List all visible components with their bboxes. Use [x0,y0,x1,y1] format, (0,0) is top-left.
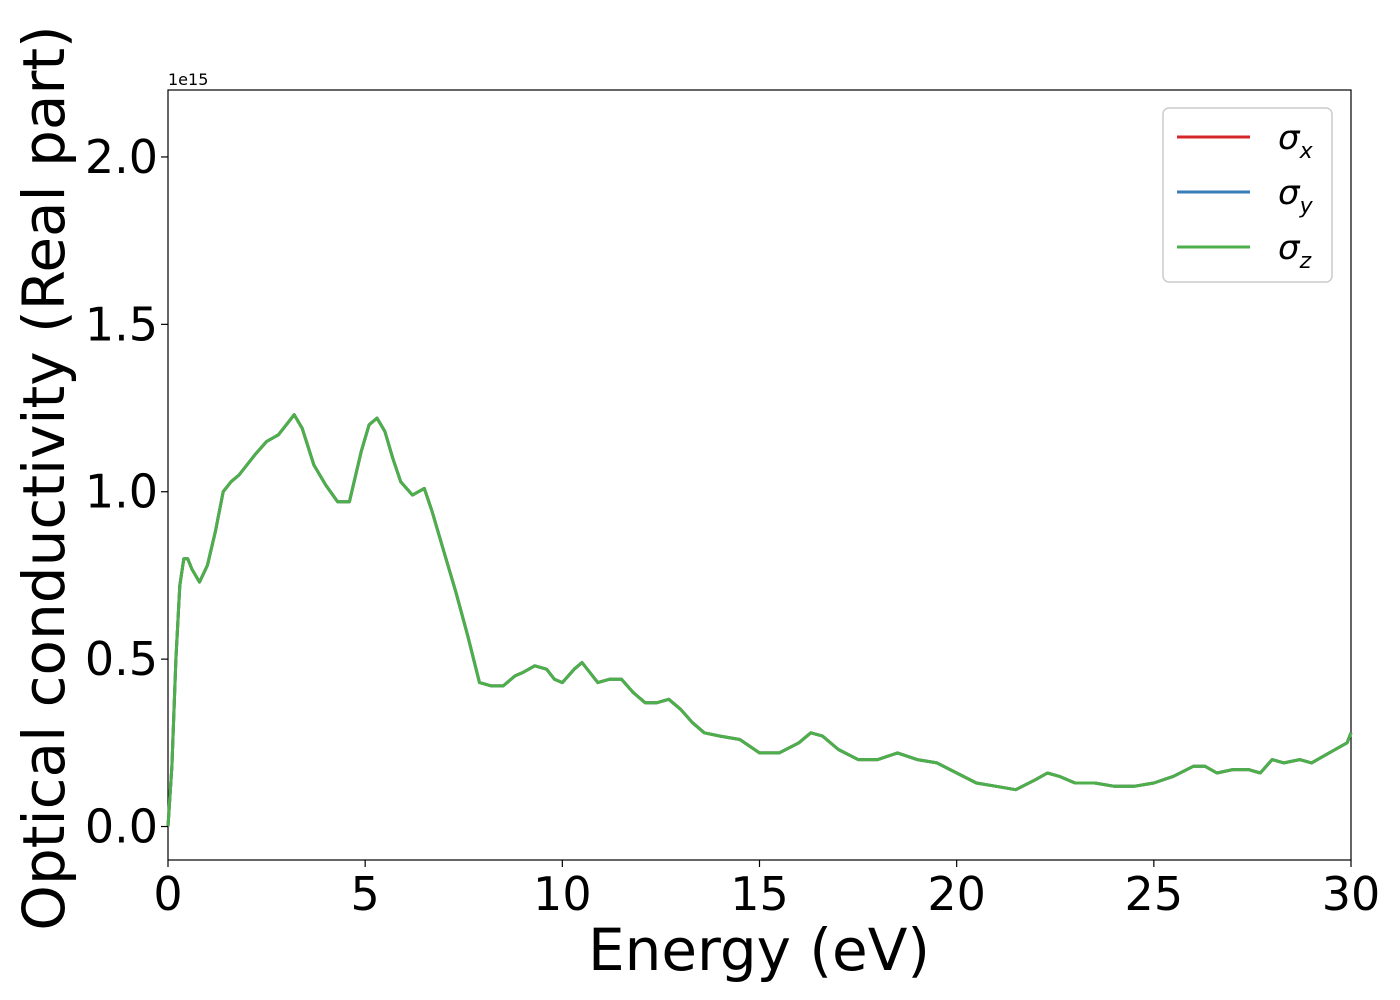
y-tick-label: 0.0 [85,800,158,854]
x-tick-label: 30 [1322,867,1381,921]
x-tick-label: 15 [730,867,789,921]
x-axis-title: Energy (eV) [588,916,930,984]
y-axis-ticks: 0.0 0.5 1.0 1.5 2.0 [85,130,168,854]
x-tick-label: 20 [927,867,986,921]
y-axis-title: Optical conductivity (Real part) [10,25,78,930]
y-tick-label: 1.0 [85,465,158,519]
y-tick-label: 0.5 [85,632,158,686]
x-tick-label: 10 [533,867,592,921]
series-line-z [166,413,1353,827]
y-offset-label: 1e15 [168,70,208,89]
series-line-y [166,413,1353,827]
x-axis-ticks: 0 5 10 15 20 25 30 [153,860,1380,921]
legend-box [1162,107,1333,283]
series-layer [166,413,1353,827]
y-tick-label: 1.5 [85,297,158,351]
series-line-x [166,413,1353,827]
x-tick-label: 5 [351,867,380,921]
y-tick-label: 2.0 [85,130,158,184]
x-tick-label: 25 [1125,867,1184,921]
x-tick-label: 0 [153,867,182,921]
